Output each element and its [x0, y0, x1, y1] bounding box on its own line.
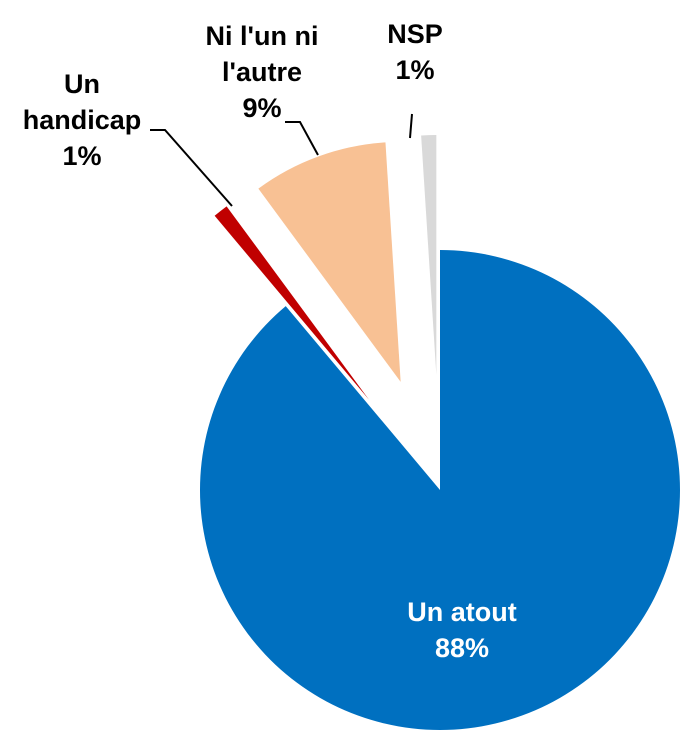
value-label: 9% — [242, 93, 282, 123]
category-label: Un atout — [407, 597, 517, 627]
pie-slice — [214, 206, 369, 400]
slice-label: Ni l'un ni l'autre 9% — [182, 18, 342, 126]
leader-line — [285, 121, 319, 156]
pie-slice — [258, 142, 401, 382]
slice-label: NSP 1% — [375, 16, 455, 88]
category-label: Ni l'un ni l'autre — [205, 21, 319, 87]
pie-slice — [200, 250, 680, 730]
leader-line — [150, 129, 233, 207]
value-label: 1% — [62, 141, 102, 171]
category-label: NSP — [387, 19, 443, 49]
pie-slice — [421, 135, 437, 376]
value-label: 1% — [395, 55, 435, 85]
category-label: Un handicap — [22, 69, 142, 135]
value-label: 88% — [434, 633, 490, 663]
leader-line — [409, 113, 413, 139]
slice-label: Un handicap 1% — [12, 66, 152, 174]
slice-label: Un atout 88% — [382, 594, 542, 666]
